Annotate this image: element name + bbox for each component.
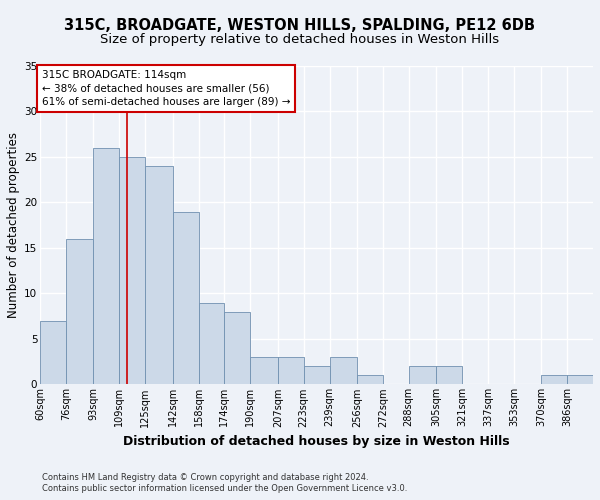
Bar — [436, 366, 462, 384]
Bar — [173, 212, 199, 384]
Bar — [329, 357, 357, 384]
X-axis label: Distribution of detached houses by size in Weston Hills: Distribution of detached houses by size … — [123, 435, 510, 448]
Text: Size of property relative to detached houses in Weston Hills: Size of property relative to detached ho… — [100, 32, 500, 46]
Text: Contains public sector information licensed under the Open Government Licence v3: Contains public sector information licen… — [42, 484, 407, 493]
Bar — [357, 376, 383, 384]
Bar — [567, 376, 593, 384]
Text: 315C BROADGATE: 114sqm
← 38% of detached houses are smaller (56)
61% of semi-det: 315C BROADGATE: 114sqm ← 38% of detached… — [42, 70, 290, 107]
Y-axis label: Number of detached properties: Number of detached properties — [7, 132, 20, 318]
Bar — [119, 157, 145, 384]
Bar — [541, 376, 567, 384]
Bar — [224, 312, 250, 384]
Bar — [250, 357, 278, 384]
Bar — [304, 366, 329, 384]
Text: 315C, BROADGATE, WESTON HILLS, SPALDING, PE12 6DB: 315C, BROADGATE, WESTON HILLS, SPALDING,… — [65, 18, 536, 32]
Bar — [40, 320, 66, 384]
Bar — [145, 166, 173, 384]
Bar — [66, 239, 94, 384]
Bar — [278, 357, 304, 384]
Bar — [409, 366, 436, 384]
Bar — [94, 148, 119, 384]
Bar — [199, 302, 224, 384]
Text: Contains HM Land Registry data © Crown copyright and database right 2024.: Contains HM Land Registry data © Crown c… — [42, 472, 368, 482]
